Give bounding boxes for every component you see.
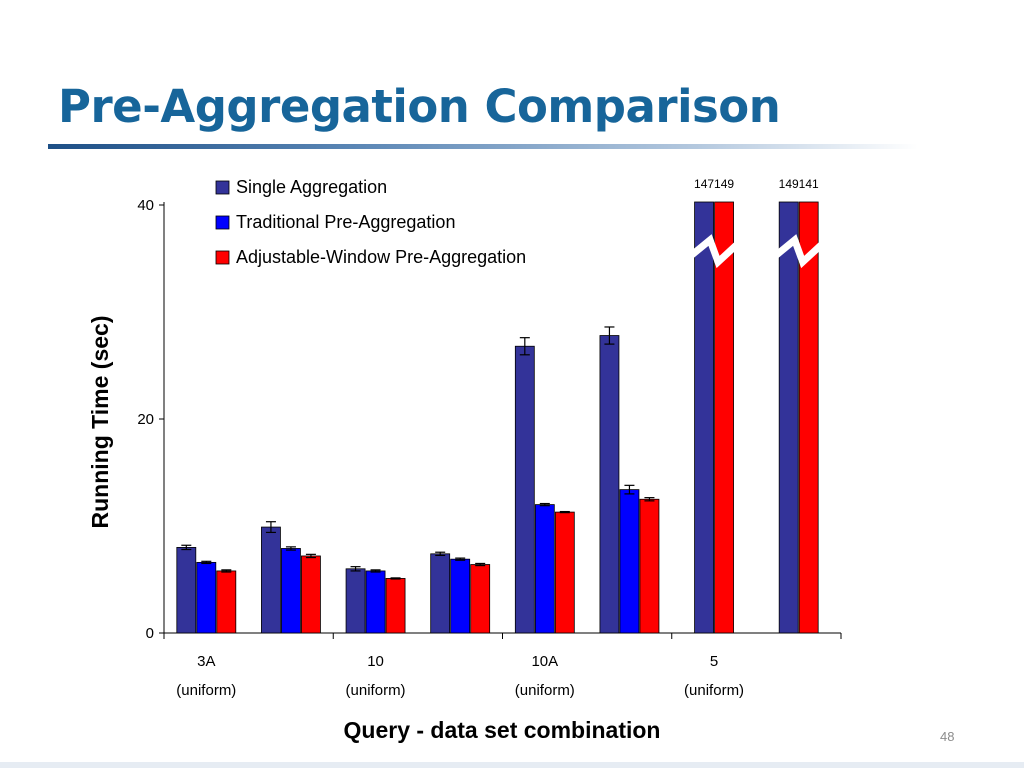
x-category-sublabel: (uniform)	[684, 682, 744, 699]
slide-title: Pre-Aggregation Comparison	[58, 80, 781, 133]
bar	[301, 555, 321, 634]
x-category-label: 5	[710, 653, 718, 670]
axis-break-mark	[688, 234, 740, 269]
y-axis-title: Running Time (sec)	[87, 316, 113, 529]
legend-swatch	[215, 215, 230, 230]
bar	[365, 570, 386, 634]
x-category-sublabel: (uniform)	[515, 682, 575, 699]
bar	[554, 511, 575, 634]
bar	[714, 201, 734, 634]
bar	[778, 201, 799, 634]
legend-label: Single Aggregation	[236, 177, 387, 197]
bar	[514, 345, 535, 634]
bar-value-label: 141	[799, 177, 819, 191]
bar-value-label: 147	[694, 177, 714, 191]
bar	[694, 201, 714, 634]
bar	[470, 564, 491, 634]
bar-value-label: 149	[779, 177, 799, 191]
title-underline	[48, 144, 918, 149]
legend-swatch	[215, 180, 230, 195]
bar	[619, 489, 640, 634]
x-category-label: 10A	[531, 653, 558, 670]
y-tick-label: 40	[137, 197, 154, 214]
bar	[599, 335, 620, 634]
axis-break-mark	[772, 234, 825, 269]
bar	[345, 568, 366, 634]
x-category-label: 10	[367, 653, 384, 670]
x-category-sublabel: (uniform)	[176, 682, 236, 699]
bar	[639, 498, 660, 634]
legend-label: Adjustable-Window Pre-Aggregation	[236, 247, 526, 267]
legend-label: Traditional Pre-Aggregation	[236, 212, 455, 232]
bar	[281, 548, 301, 634]
footer-band	[0, 762, 1024, 768]
x-axis-title: Query - data set combination	[344, 717, 661, 743]
page-number: 48	[940, 729, 955, 744]
bar	[450, 558, 471, 634]
x-category-label: 3A	[197, 653, 215, 670]
bar	[385, 578, 406, 634]
bar	[196, 561, 217, 634]
legend-swatch	[215, 250, 230, 265]
bar	[176, 547, 197, 634]
y-tick-label: 20	[137, 411, 154, 428]
bar	[798, 201, 819, 634]
bar	[430, 553, 451, 634]
bar	[216, 570, 237, 634]
y-tick-label: 0	[146, 625, 154, 642]
bar	[261, 526, 281, 634]
bar	[534, 504, 555, 634]
bar-value-label: 149	[714, 177, 734, 191]
x-category-sublabel: (uniform)	[346, 682, 406, 699]
